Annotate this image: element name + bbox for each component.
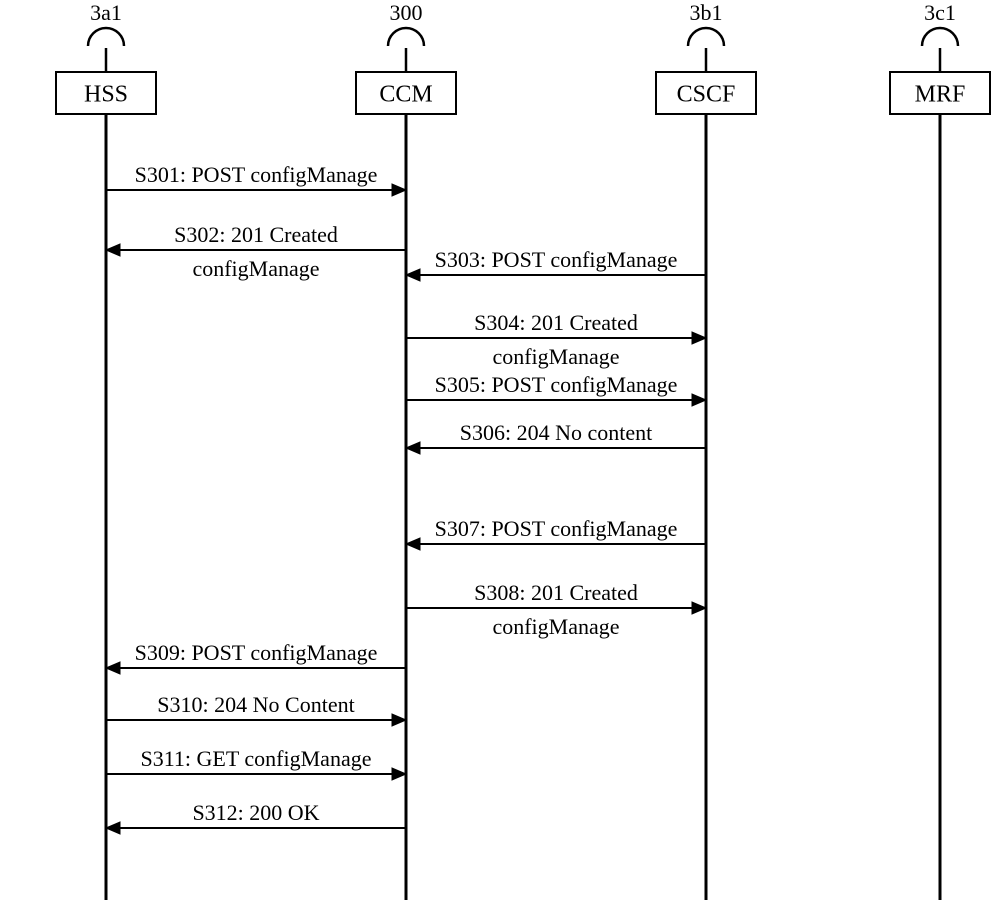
- actor-ref-ccm: 300: [390, 0, 423, 25]
- message-label-s307-l0: S307: POST configManage: [435, 516, 678, 541]
- message-label-s310-l0: S310: 204 No Content: [157, 692, 354, 717]
- message-s301: S301: POST configManage: [106, 162, 406, 196]
- actor-label-cscf: CSCF: [677, 81, 736, 107]
- message-label-s309-l0: S309: POST configManage: [135, 640, 378, 665]
- message-s305: S305: POST configManage: [406, 372, 706, 406]
- message-label-s305-l0: S305: POST configManage: [435, 372, 678, 397]
- message-s303: S303: POST configManage: [406, 247, 706, 281]
- message-label-s304-l1: configManage: [492, 344, 619, 369]
- actor-label-hss: HSS: [84, 81, 128, 107]
- message-label-s302-l0: S302: 201 Created: [174, 222, 338, 247]
- message-s307: S307: POST configManage: [406, 516, 706, 550]
- actor-label-mrf: MRF: [915, 81, 966, 107]
- message-label-s312-l0: S312: 200 OK: [192, 800, 319, 825]
- actor-ref-mrf: 3c1: [924, 0, 956, 25]
- message-label-s301-l0: S301: POST configManage: [135, 162, 378, 187]
- actor-ref-cscf: 3b1: [690, 0, 723, 25]
- actor-label-ccm: CCM: [379, 81, 432, 107]
- message-s311: S311: GET configManage: [106, 746, 406, 780]
- actor-ref-hss: 3a1: [90, 0, 122, 25]
- message-label-s302-l1: configManage: [192, 256, 319, 281]
- message-label-s306-l0: S306: 204 No content: [460, 420, 653, 445]
- message-label-s303-l0: S303: POST configManage: [435, 247, 678, 272]
- message-label-s308-l1: configManage: [492, 614, 619, 639]
- message-label-s308-l0: S308: 201 Created: [474, 580, 638, 605]
- message-label-s304-l0: S304: 201 Created: [474, 310, 638, 335]
- message-label-s311-l0: S311: GET configManage: [141, 746, 372, 771]
- sequence-diagram: 3a1 HSS 300 CCM 3b1 CSCF 3c1 MRF S301: POST conf…: [0, 0, 1000, 918]
- message-s309: S309: POST configManage: [106, 640, 406, 674]
